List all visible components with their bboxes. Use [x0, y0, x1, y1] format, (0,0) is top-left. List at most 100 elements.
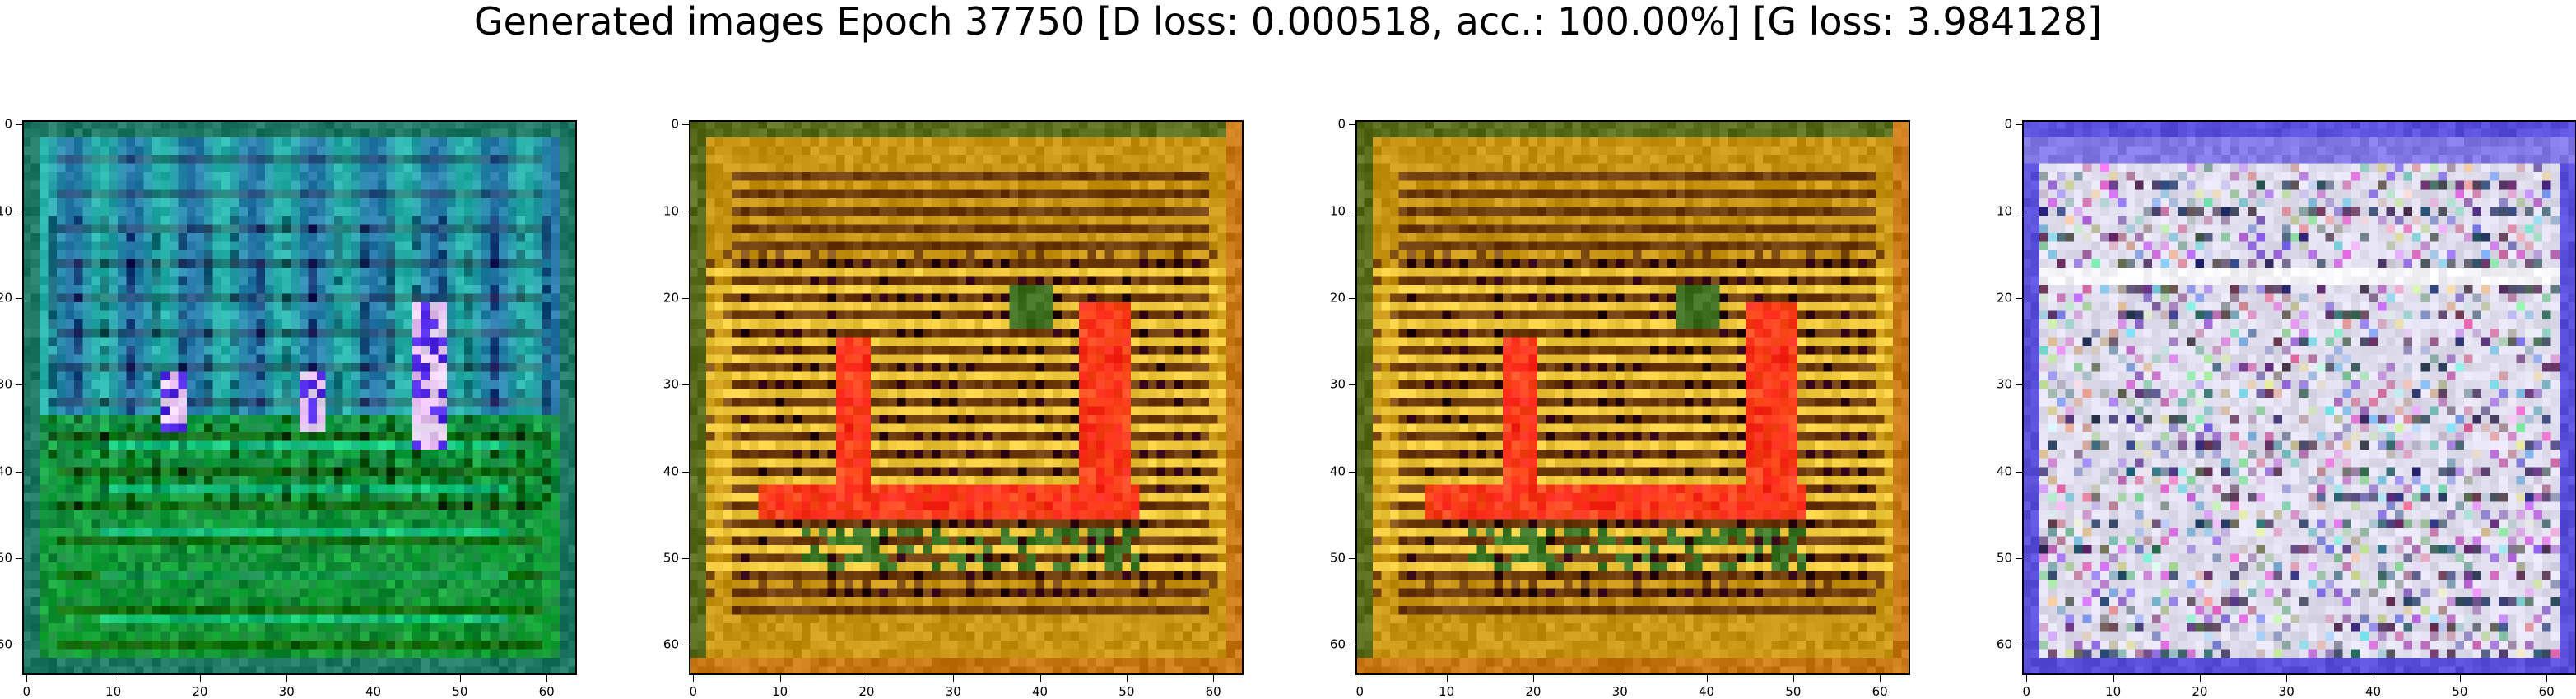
y-tick-label: 60 — [663, 636, 679, 652]
x-tick-mark — [2026, 675, 2028, 682]
x-tick-mark — [1532, 675, 1534, 682]
generated-image-2 — [689, 120, 1244, 675]
y-tick-mark — [16, 557, 22, 559]
x-tick-mark — [2546, 675, 2548, 682]
x-tick-label: 60 — [538, 684, 555, 699]
y-tick-label: 50 — [1329, 550, 1346, 566]
y-tick-label: 30 — [663, 376, 679, 392]
y-tick-mark — [16, 384, 22, 386]
x-tick-label: 50 — [1118, 684, 1135, 699]
x-tick-mark — [26, 675, 28, 682]
y-tick-label: 40 — [1996, 464, 2012, 479]
y-tick-label: 60 — [1329, 636, 1346, 652]
y-tick-label: 40 — [0, 464, 12, 479]
y-tick-label: 30 — [0, 376, 12, 392]
x-tick-mark — [1793, 675, 1794, 682]
y-tick-mark — [682, 124, 689, 126]
y-tick-label: 60 — [0, 636, 12, 652]
x-tick-label: 40 — [1698, 684, 1715, 699]
x-tick-mark — [1039, 675, 1041, 682]
x-tick-label: 10 — [105, 684, 122, 699]
x-tick-label: 0 — [2022, 684, 2031, 699]
x-tick-mark — [199, 675, 201, 682]
y-tick-mark — [1349, 384, 1355, 386]
y-tick-label: 10 — [663, 203, 679, 219]
y-tick-mark — [2016, 124, 2022, 126]
x-tick-mark — [953, 675, 955, 682]
x-tick-mark — [2113, 675, 2114, 682]
x-tick-label: 30 — [945, 684, 961, 699]
y-tick-label: 30 — [1996, 376, 2012, 392]
y-tick-mark — [1349, 124, 1355, 126]
y-tick-label: 20 — [1329, 290, 1346, 305]
y-tick-mark — [16, 297, 22, 299]
x-tick-label: 20 — [2192, 684, 2208, 699]
x-tick-label: 40 — [365, 684, 382, 699]
y-tick-mark — [1349, 557, 1355, 559]
x-tick-label: 40 — [2364, 684, 2382, 699]
y-tick-label: 10 — [0, 203, 12, 219]
y-tick-mark — [2016, 557, 2022, 559]
y-tick-label: 30 — [1329, 376, 1346, 392]
y-tick-mark — [2016, 471, 2022, 473]
x-tick-label: 0 — [689, 684, 698, 699]
generated-image-3 — [1355, 120, 1910, 675]
y-tick-label: 0 — [671, 116, 679, 132]
y-tick-label: 0 — [1337, 116, 1346, 132]
y-tick-mark — [682, 471, 689, 473]
y-tick-label: 50 — [0, 550, 12, 566]
image-panel-1: 0 0 10 10 20 20 30 30 40 40 50 50 60 60 — [0, 118, 577, 698]
y-tick-label: 40 — [1329, 464, 1346, 479]
y-tick-label: 50 — [1996, 550, 2012, 566]
x-tick-mark — [1213, 675, 1215, 682]
x-tick-label: 0 — [1355, 684, 1365, 699]
image-panel-2: 0 0 10 10 20 20 30 30 40 40 50 50 60 60 — [663, 118, 1244, 698]
x-tick-mark — [693, 675, 695, 682]
x-tick-mark — [1446, 675, 1448, 682]
y-tick-label: 0 — [2004, 116, 2012, 132]
x-tick-mark — [546, 675, 548, 682]
x-tick-mark — [779, 675, 781, 682]
x-tick-label: 20 — [192, 684, 208, 699]
y-tick-label: 10 — [1329, 203, 1346, 219]
x-tick-label: 50 — [1785, 684, 1802, 699]
x-tick-label: 30 — [278, 684, 295, 699]
x-tick-label: 10 — [772, 684, 788, 699]
y-tick-mark — [682, 384, 689, 386]
x-tick-mark — [2459, 675, 2461, 682]
image-panel-4: 0 0 10 10 20 20 30 30 40 40 50 50 60 60 — [1997, 118, 2576, 698]
y-tick-label: 20 — [0, 290, 12, 305]
x-tick-mark — [2286, 675, 2288, 682]
x-tick-label: 50 — [2452, 684, 2468, 699]
y-tick-mark — [16, 471, 22, 473]
x-tick-label: 60 — [1872, 684, 1888, 699]
generated-image-4 — [2022, 120, 2576, 675]
x-tick-label: 40 — [1031, 684, 1049, 699]
y-tick-label: 20 — [663, 290, 679, 305]
x-tick-label: 20 — [858, 684, 875, 699]
x-tick-mark — [286, 675, 288, 682]
figure-title: Generated images Epoch 37750 [D loss: 0.… — [473, 0, 2103, 44]
y-tick-mark — [682, 557, 689, 559]
x-tick-label: 0 — [22, 684, 31, 699]
x-tick-mark — [2199, 675, 2201, 682]
y-tick-mark — [682, 297, 689, 299]
x-tick-label: 60 — [1205, 684, 1221, 699]
y-tick-label: 60 — [1996, 636, 2012, 652]
y-tick-mark — [2016, 384, 2022, 386]
x-tick-label: 30 — [2278, 684, 2295, 699]
x-tick-label: 60 — [2538, 684, 2555, 699]
x-tick-mark — [1706, 675, 1708, 682]
x-tick-label: 30 — [1611, 684, 1628, 699]
y-tick-mark — [2016, 297, 2022, 299]
x-tick-mark — [1880, 675, 1881, 682]
y-tick-label: 40 — [663, 464, 679, 479]
x-tick-label: 10 — [1439, 684, 1455, 699]
y-tick-label: 0 — [4, 116, 12, 132]
x-tick-mark — [459, 675, 461, 682]
y-tick-mark — [1349, 471, 1355, 473]
y-tick-mark — [1349, 297, 1355, 299]
image-panel-3: 0 0 10 10 20 20 30 30 40 40 50 50 60 60 — [1330, 118, 1910, 698]
x-tick-label: 20 — [1525, 684, 1541, 699]
generated-image-1 — [22, 120, 577, 675]
